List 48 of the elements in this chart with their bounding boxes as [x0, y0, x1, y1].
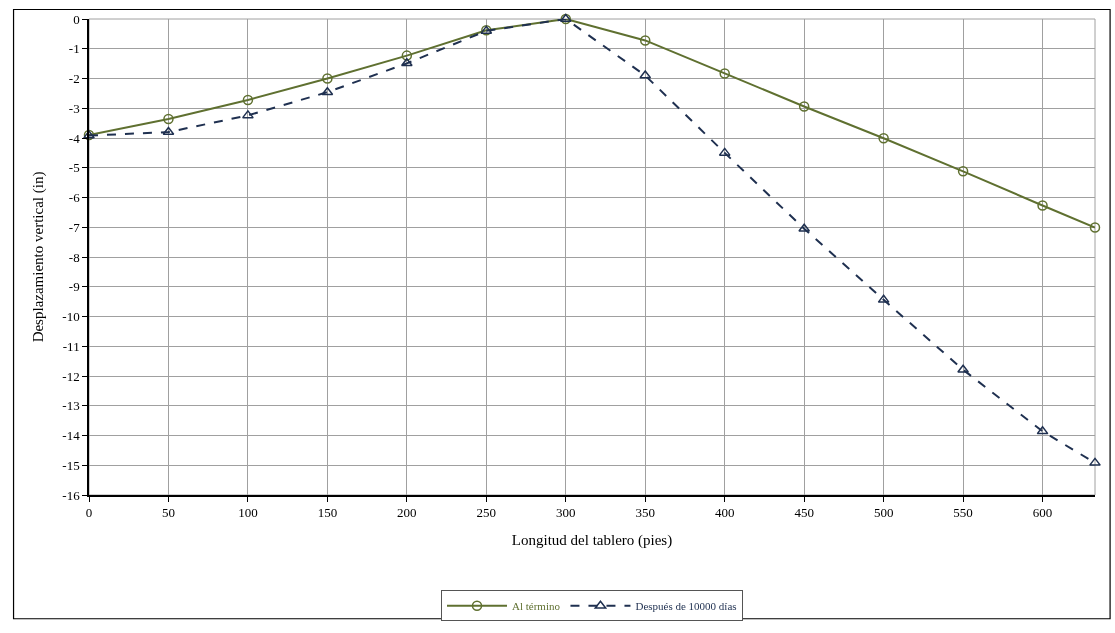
x-tick-label: 100 — [238, 505, 258, 521]
point — [163, 113, 174, 125]
point — [401, 50, 413, 61]
point — [1089, 457, 1101, 466]
x-tick-label: 600 — [1032, 505, 1053, 521]
x-tick-label: 0 — [85, 505, 93, 521]
point — [719, 68, 730, 79]
y-tick-label: -10 — [62, 309, 80, 325]
y-tick-label: -9 — [68, 279, 80, 295]
x-tick-label: 150 — [317, 505, 338, 521]
point — [322, 73, 333, 84]
y-tick-label: -2 — [68, 71, 80, 87]
x-tick-label: 500 — [873, 505, 894, 521]
x-tick-label: 50 — [161, 505, 175, 521]
y-tick-label: -7 — [68, 219, 81, 235]
text: Al término — [512, 599, 561, 612]
y-tick-label: -5 — [68, 160, 80, 176]
x-axis-title: Longitud del tablero (pies) — [511, 531, 673, 549]
y-axis-title: Desplazamiento vertical (in) — [30, 171, 48, 343]
x-tick-label: 550 — [953, 505, 973, 521]
point — [957, 166, 969, 177]
x-tick-label: 300 — [556, 505, 576, 521]
y-tick-label: -12 — [62, 368, 80, 384]
y-tick-label: -14 — [62, 428, 81, 444]
y-tick-label: -3 — [68, 100, 80, 116]
point — [1089, 222, 1101, 233]
y-tick-label: -16 — [62, 487, 81, 503]
x-tick-label: 200 — [397, 505, 417, 521]
point — [1037, 200, 1048, 211]
y-tick-label: -4 — [68, 130, 81, 146]
x-tick-label: 350 — [635, 505, 655, 521]
point — [162, 126, 175, 136]
x-tick-label: 250 — [476, 505, 497, 521]
text: Después de 10000 días — [635, 599, 737, 612]
y-tick-label: -8 — [68, 249, 80, 265]
x-tick-label: 450 — [794, 505, 814, 521]
point — [639, 35, 651, 46]
y-tick-label: -15 — [62, 457, 80, 473]
y-tick-label: -6 — [68, 190, 81, 206]
y-tick-label: -1 — [68, 41, 80, 57]
point — [798, 101, 810, 112]
x-tick-label: 400 — [714, 505, 735, 521]
y-tick-label: -13 — [62, 398, 80, 414]
y-tick-label: -11 — [62, 338, 80, 354]
point — [321, 86, 334, 96]
point — [242, 94, 254, 106]
point — [878, 133, 889, 144]
y-tick-label: 0 — [73, 11, 80, 27]
